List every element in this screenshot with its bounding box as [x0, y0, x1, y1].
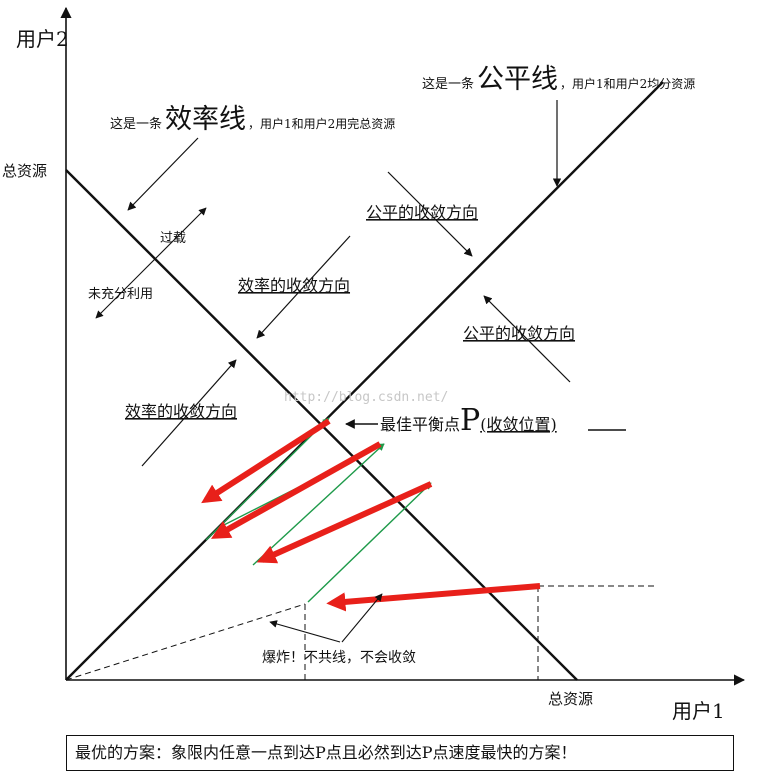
- red-arrow-4: [326, 583, 541, 612]
- efficiency-direction-arrow-2: [141, 359, 237, 467]
- conclusion-text: 最优的方案：象限内任意一点到达P点且必然到达P点速度最快的方案！: [75, 743, 577, 762]
- overload-underused-arrow: [95, 207, 207, 319]
- efficiency-note-pointer: [127, 137, 199, 211]
- explode-pointer-left: [269, 620, 341, 643]
- green-arrow-4: [307, 482, 432, 603]
- explode-pointer-right: [341, 593, 383, 643]
- green-arrow-3: [252, 443, 385, 566]
- x-axis-label: 用户1: [672, 699, 725, 723]
- fair-direction-label-2: 公平的收敛方向: [463, 324, 575, 343]
- fair-direction-label-1: 公平的收敛方向: [366, 203, 478, 222]
- fair-line-note: 这是一条 公平线 ，用户1和用户2均分资源: [422, 64, 695, 95]
- explode-label: 爆炸！不共线，不会收敛: [262, 650, 416, 666]
- overload-label: 过载: [160, 231, 186, 246]
- x-total-label: 总资源: [548, 690, 593, 708]
- green-arrow-1: [205, 417, 330, 541]
- fair-direction-arrow-2: [483, 295, 571, 383]
- dashed-origin-line: [65, 603, 306, 681]
- y-axis-label: 用户2: [16, 27, 69, 51]
- efficiency-direction-label-2: 效率的收敛方向: [125, 402, 237, 421]
- red-arrow-3: [256, 481, 433, 564]
- fair-line: [65, 81, 664, 681]
- efficiency-direction-label-1: 效率的收敛方向: [238, 276, 350, 295]
- red-arrow-1: [201, 418, 331, 504]
- fair-direction-arrow-1: [387, 171, 473, 257]
- y-total-label: 总资源: [2, 162, 47, 180]
- underused-label: 未充分利用: [88, 286, 153, 302]
- red-arrow-2: [210, 441, 382, 539]
- efficiency-direction-arrow-1: [256, 235, 351, 339]
- watermark: http://blog.csdn.net/: [284, 390, 448, 405]
- efficiency-line-note: 这是一条 效率线 ，用户1和用户2用完总资源: [110, 104, 395, 135]
- optimum-label: 最佳平衡点P(收敛位置): [380, 403, 557, 438]
- conclusion-box: 最优的方案：象限内任意一点到达P点且必然到达P点速度最快的方案！: [66, 735, 734, 771]
